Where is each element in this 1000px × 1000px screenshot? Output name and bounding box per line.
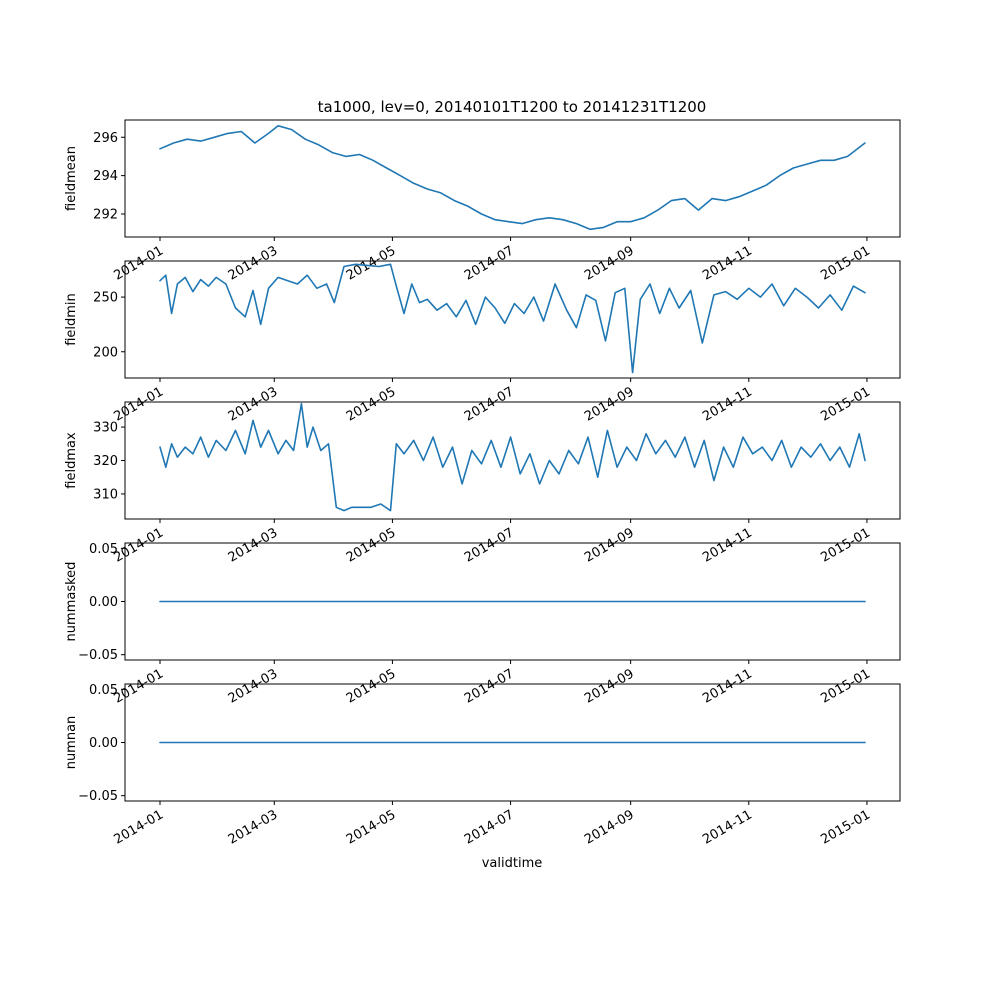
x-tick-label: 2015-01: [818, 807, 873, 847]
x-tick-label: 2014-07: [462, 807, 517, 847]
panel-numnan: −0.05 0.00 0.05 numnan 2014-01 2014-03 2014-05…: [64, 683, 901, 848]
y-axis-label: fieldmin: [64, 293, 79, 346]
series-line-fieldmin: [159, 263, 866, 374]
y-tick-label: 0.05: [89, 542, 118, 557]
x-tick-label: 2015-01: [818, 525, 873, 565]
y-tick-label: −0.05: [78, 648, 118, 663]
chart-title: ta1000, lev=0, 20140101T1200 to 20141231…: [318, 98, 707, 116]
y-tick-label: 0.00: [89, 736, 118, 751]
y-axis-label: numnan: [64, 716, 79, 770]
x-axis-label: validtime: [482, 856, 543, 871]
x-tick-label: 2014-09: [582, 525, 637, 565]
x-tick-label: 2014-01: [111, 666, 166, 706]
x-tick-label: 2014-11: [700, 384, 755, 424]
panel-fieldmax: 310 320 330 fieldmax 2014-01 2014-03 2014-05 20…: [64, 401, 901, 566]
y-tick-label: 250: [93, 291, 118, 306]
y-tick-label: 200: [93, 345, 118, 360]
y-tick-label: 0.00: [89, 595, 118, 610]
x-tick-label: 2015-01: [818, 384, 873, 424]
x-tick-label: 2015-01: [818, 243, 873, 283]
x-tick-label: 2014-05: [344, 666, 399, 706]
x-tick-label: 2014-09: [582, 384, 637, 424]
x-tick-label: 2014-09: [582, 666, 637, 706]
y-tick-label: 320: [93, 454, 118, 469]
series-line-fieldmean: [159, 125, 866, 231]
x-tick-label: 2014-03: [226, 243, 281, 283]
x-tick-label: 2014-03: [226, 525, 281, 565]
x-tick-label: 2014-03: [226, 807, 281, 847]
x-tick-label: 2014-09: [582, 243, 637, 283]
axes-frame: [124, 119, 901, 238]
axes-frame: [124, 260, 901, 379]
y-axis-label: fieldmean: [64, 146, 79, 211]
x-tick-label: 2014-01: [111, 384, 166, 424]
y-tick-label: 310: [93, 487, 118, 502]
x-tick-label: 2014-11: [700, 666, 755, 706]
x-tick-label: 2014-07: [462, 666, 517, 706]
x-tick-label: 2014-07: [462, 243, 517, 283]
x-tick-label: 2014-09: [582, 807, 637, 847]
panel-nummasked: −0.05 0.00 0.05 nummasked 2014-01 2014-03 2014…: [64, 542, 901, 707]
y-tick-label: 330: [93, 421, 118, 436]
y-axis-label: fieldmax: [64, 432, 79, 489]
x-tick-label: 2014-03: [226, 384, 281, 424]
y-tick-label: 292: [93, 207, 118, 222]
x-tick-label: 2014-05: [344, 525, 399, 565]
x-tick-label: 2014-03: [226, 666, 281, 706]
y-tick-label: 294: [93, 169, 118, 184]
x-tick-label: 2014-11: [700, 243, 755, 283]
y-axis-label: nummasked: [64, 562, 79, 642]
x-tick-label: 2014-01: [111, 525, 166, 565]
y-tick-label: 0.05: [89, 683, 118, 698]
series-line-fieldmax: [159, 402, 866, 512]
x-tick-label: 2014-05: [344, 384, 399, 424]
x-tick-label: 2014-01: [111, 807, 166, 847]
panel-fieldmin: 200 250 fieldmin 2014-01 2014-03 2014-05 2014-…: [64, 260, 901, 425]
y-tick-label: 296: [93, 131, 118, 146]
x-tick-label: 2014-01: [111, 243, 166, 283]
x-tick-label: 2014-11: [700, 807, 755, 847]
x-tick-label: 2014-07: [462, 525, 517, 565]
x-tick-label: 2014-11: [700, 525, 755, 565]
x-tick-label: 2014-05: [344, 807, 399, 847]
x-tick-label: 2015-01: [818, 666, 873, 706]
y-tick-label: −0.05: [78, 789, 118, 804]
x-tick-label: 2014-07: [462, 384, 517, 424]
